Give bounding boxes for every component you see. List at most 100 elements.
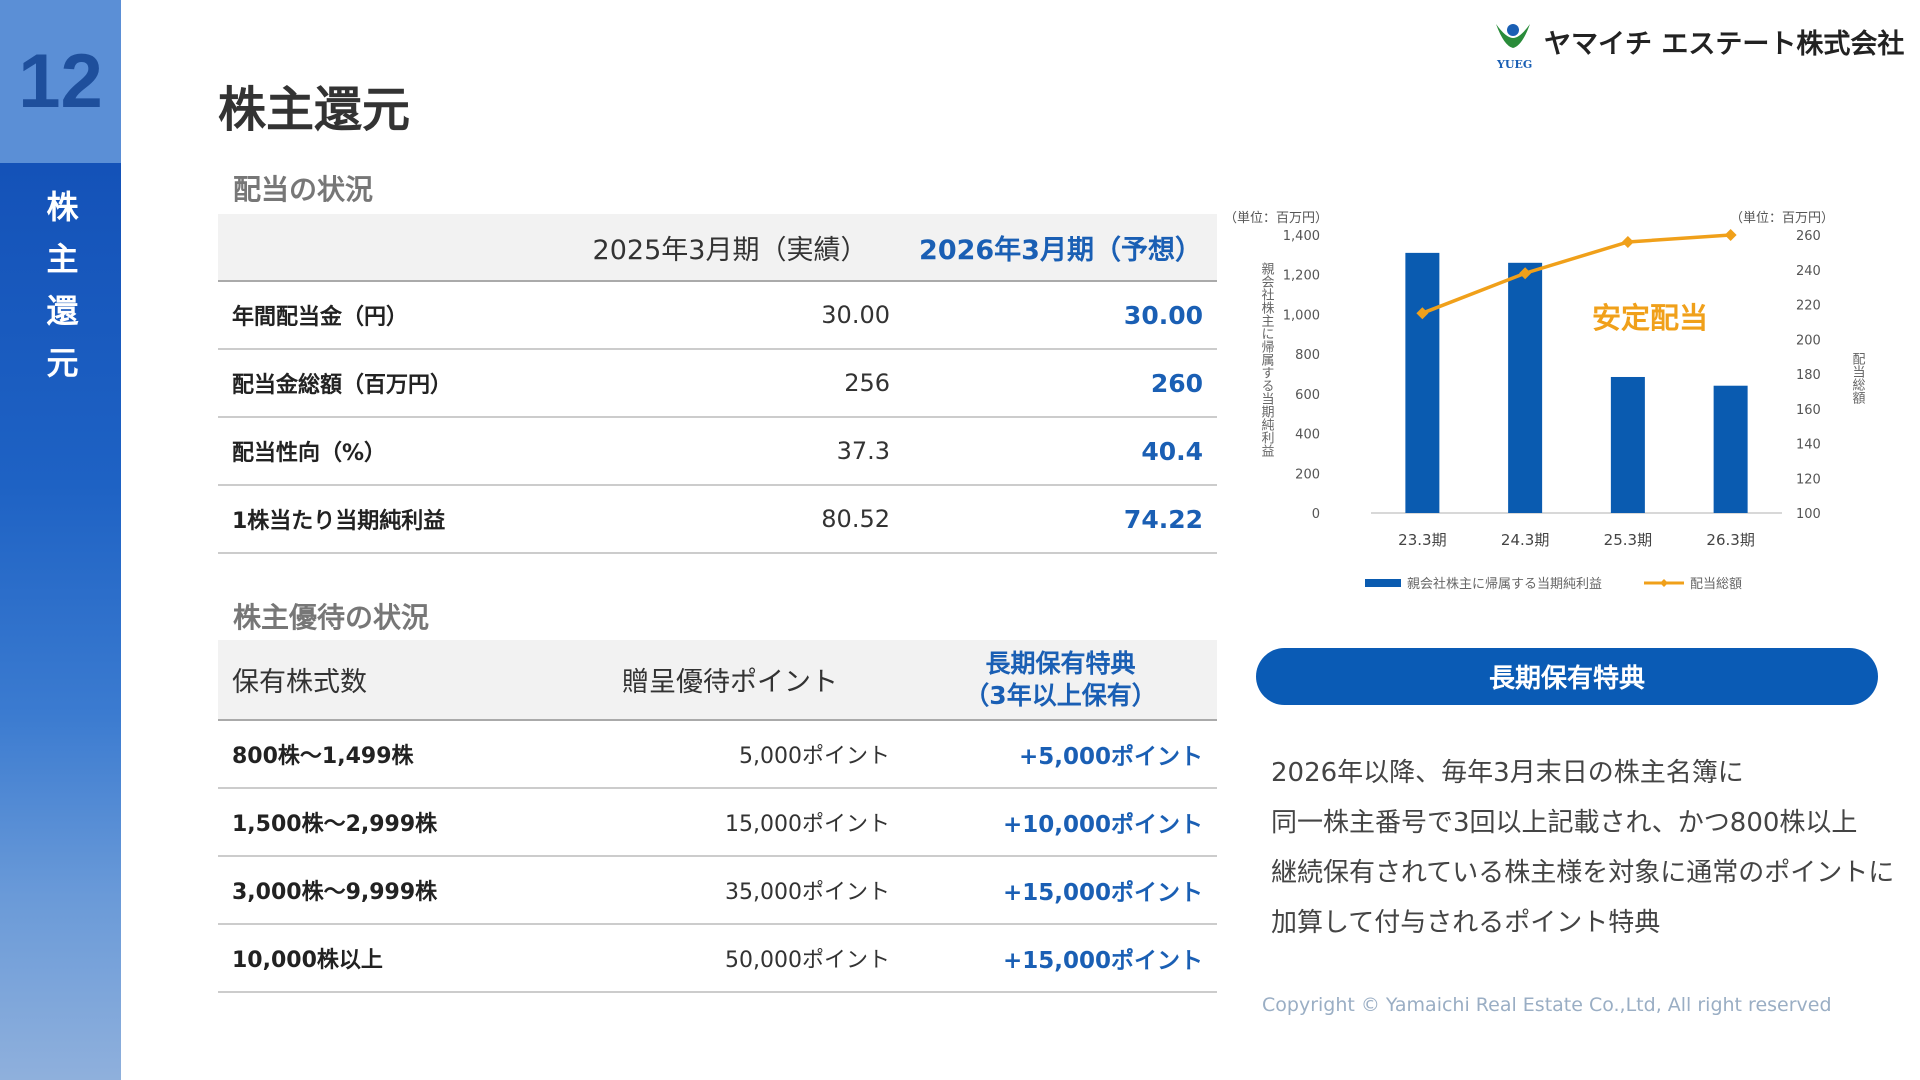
row-label: 配当性向（%） bbox=[218, 417, 556, 486]
bar bbox=[1713, 385, 1748, 513]
cell: 40.4 bbox=[904, 417, 1217, 486]
row-label: 1,500株～2,999株 bbox=[218, 788, 556, 857]
y2-tick-label: 200 bbox=[1796, 333, 1821, 348]
sidebar-section: 株主還元 bbox=[41, 190, 80, 398]
cell: +10,000ポイント bbox=[904, 788, 1217, 857]
y2-tick-label: 140 bbox=[1796, 438, 1821, 453]
benefit-line: 加算して付与されるポイント特典 bbox=[1271, 908, 1661, 938]
line-marker bbox=[1621, 235, 1634, 248]
y-tick-label: 200 bbox=[1295, 467, 1320, 482]
cell: 256 bbox=[556, 349, 904, 418]
header-cell: 保有株式数 bbox=[218, 640, 556, 721]
cell: +5,000ポイント bbox=[904, 720, 1217, 789]
sidebar bbox=[0, 163, 121, 1080]
table-row: 1株当たり当期純利益 80.52 74.22 bbox=[218, 485, 1217, 554]
header-cell: 2026年3月期（予想） bbox=[904, 214, 1217, 282]
table-row: 年間配当金（円） 30.00 30.00 bbox=[218, 281, 1217, 350]
dividend-table: 2025年3月期（実績） 2026年3月期（予想） 年間配当金（円） 30.00 30.… bbox=[218, 214, 1217, 554]
row-label: 1株当たり当期純利益 bbox=[218, 485, 556, 554]
header-cell bbox=[218, 214, 556, 282]
cell: 50,000ポイント bbox=[556, 924, 904, 993]
y-tick-label: 1,200 bbox=[1283, 269, 1320, 284]
line-marker bbox=[1519, 267, 1532, 280]
table-row: 配当性向（%） 37.3 40.4 bbox=[218, 417, 1217, 486]
y2-tick-label: 220 bbox=[1796, 299, 1821, 314]
page-number: 12 bbox=[0, 0, 121, 163]
table-row: 3,000株～9,999株 35,000ポイント +15,000ポイント bbox=[218, 856, 1217, 925]
y-tick-label: 800 bbox=[1295, 348, 1320, 363]
cell: +15,000ポイント bbox=[904, 924, 1217, 993]
y-axis-title: 親会社株主に帰属する当期純利益 bbox=[1259, 262, 1275, 457]
y2-tick-label: 240 bbox=[1796, 264, 1821, 279]
logo-icon bbox=[1496, 24, 1530, 48]
y2-tick-label: 160 bbox=[1796, 403, 1821, 418]
benefit-line: 同一株主番号で3回以上記載され、かつ800株以上 bbox=[1271, 808, 1858, 838]
y2-tick-label: 260 bbox=[1796, 229, 1821, 244]
y-tick-label: 400 bbox=[1295, 428, 1320, 443]
header-cell: 贈呈優待ポイント bbox=[556, 640, 904, 721]
table-row: 10,000株以上 50,000ポイント +15,000ポイント bbox=[218, 924, 1217, 993]
row-label: 配当金総額（百万円） bbox=[218, 349, 556, 418]
line-marker bbox=[1724, 229, 1737, 241]
row-label: 800株～1,499株 bbox=[218, 720, 556, 789]
y-tick-label: 1,400 bbox=[1283, 229, 1320, 244]
y2-tick-label: 100 bbox=[1796, 507, 1821, 522]
benefit-line: 継続保有されている株主様を対象に通常のポイントに bbox=[1271, 858, 1895, 888]
x-tick-label: 24.3期 bbox=[1501, 531, 1549, 549]
benefit-table: 保有株式数 贈呈優待ポイント 長期保有特典 （3年以上保有） 800株～1,499株 5,… bbox=[218, 640, 1217, 993]
legend-swatch bbox=[1660, 579, 1668, 587]
header-row: 保有株式数 贈呈優待ポイント 長期保有特典 （3年以上保有） bbox=[218, 640, 1217, 721]
y-tick-label: 600 bbox=[1295, 388, 1320, 403]
bar bbox=[1610, 376, 1645, 513]
slide-title: 株主還元 bbox=[218, 82, 411, 138]
section-heading: 配当の状況 bbox=[233, 173, 374, 206]
line-marker bbox=[1416, 307, 1429, 320]
cell: +15,000ポイント bbox=[904, 856, 1217, 925]
x-tick-label: 23.3期 bbox=[1398, 531, 1446, 549]
header-cell: 長期保有特典 （3年以上保有） bbox=[904, 640, 1217, 721]
cell: 260 bbox=[904, 349, 1217, 418]
logo-text: YUEG bbox=[1497, 58, 1533, 71]
x-tick-label: 25.3期 bbox=[1604, 531, 1652, 549]
cell: 30.00 bbox=[904, 281, 1217, 350]
cell: 15,000ポイント bbox=[556, 788, 904, 857]
legend-label: 配当総額 bbox=[1690, 577, 1742, 592]
table-row: 1,500株～2,999株 15,000ポイント +10,000ポイント bbox=[218, 788, 1217, 857]
row-label: 3,000株～9,999株 bbox=[218, 856, 556, 925]
legend-label: 親会社株主に帰属する当期純利益 bbox=[1407, 576, 1602, 592]
unit-label: （単位：百万円） bbox=[1730, 210, 1834, 226]
annotation: 安定配当 bbox=[1592, 301, 1708, 335]
x-tick-label: 26.3期 bbox=[1706, 531, 1754, 549]
header-row: 2025年3月期（実績） 2026年3月期（予想） bbox=[218, 214, 1217, 282]
y2-axis-title: 配当総額 bbox=[1850, 352, 1866, 405]
y-tick-label: 1,000 bbox=[1283, 308, 1320, 323]
table-row: 800株～1,499株 5,000ポイント +5,000ポイント bbox=[218, 720, 1217, 789]
cell: 5,000ポイント bbox=[556, 720, 904, 789]
table-head: 2025年3月期（実績） 2026年3月期（予想） bbox=[218, 214, 1217, 282]
cell: 37.3 bbox=[556, 417, 904, 486]
row-label: 年間配当金（円） bbox=[218, 281, 556, 350]
benefit-title: 長期保有特典 bbox=[1256, 648, 1878, 705]
cell: 30.00 bbox=[556, 281, 904, 350]
line bbox=[1421, 233, 1731, 315]
legend-swatch bbox=[1365, 579, 1401, 587]
header-line: 長期保有特典 bbox=[985, 648, 1136, 678]
table-head: 保有株式数 贈呈優待ポイント 長期保有特典 （3年以上保有） bbox=[218, 640, 1217, 721]
row-label: 10,000株以上 bbox=[218, 924, 556, 993]
cell: 74.22 bbox=[904, 485, 1217, 554]
cell: 35,000ポイント bbox=[556, 856, 904, 925]
header-cell: 2025年3月期（実績） bbox=[556, 214, 904, 282]
copyright: Copyright © Yamaichi Real Estate Co.,Ltd… bbox=[1262, 994, 1832, 1016]
chart: （単位：百万円） （単位：百万円）親会社株主に帰属する当期純利益 配当総額02004… bbox=[1230, 210, 1866, 592]
table-body: 800株～1,499株 5,000ポイント +5,000ポイント 1,500株～2,9… bbox=[218, 720, 1217, 993]
y2-tick-label: 120 bbox=[1796, 472, 1821, 487]
y-tick-label: 0 bbox=[1312, 507, 1320, 522]
company-name: ヤマイチ エステート株式会社 bbox=[1544, 29, 1905, 60]
y2-tick-label: 180 bbox=[1796, 368, 1821, 383]
unit-label: （単位：百万円） bbox=[1230, 210, 1328, 226]
header-line: （3年以上保有） bbox=[964, 680, 1157, 710]
benefit-line: 2026年以降、毎年3月末日の株主名簿に bbox=[1271, 758, 1744, 788]
table-body: 年間配当金（円） 30.00 30.00 配当金総額（百万円） 256 260 配当性向（%… bbox=[218, 281, 1217, 554]
benefit-text: 2026年以降、毎年3月末日の株主名簿に同一株主番号で3回以上記載され、かつ80… bbox=[1271, 748, 1894, 948]
